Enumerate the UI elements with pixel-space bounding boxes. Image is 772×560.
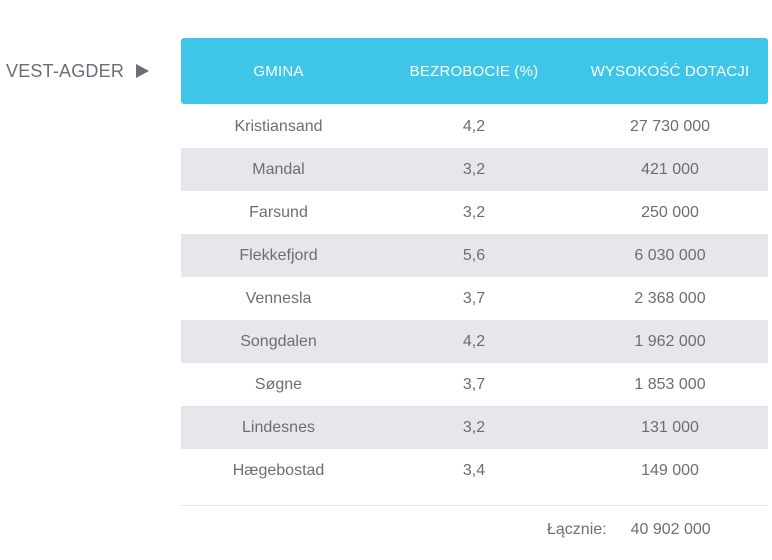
total-value: 40 902 000 (630, 521, 711, 538)
cell-gmina: Kristiansand (234, 117, 323, 135)
cell-gmina: Hægebostad (232, 461, 325, 479)
total-label: Łącznie: (547, 521, 607, 538)
cell-dotacja: 1 853 000 (634, 375, 706, 393)
cell-bezrobocie: 3,2 (462, 418, 486, 436)
cell-dotacja: 2 368 000 (634, 289, 706, 307)
cell-bezrobocie: 5,6 (462, 246, 486, 264)
table-row: Songdalen 4,2 1 962 000 (181, 320, 768, 363)
cell-dotacja: 27 730 000 (629, 117, 711, 135)
cell-bezrobocie: 3,4 (462, 461, 486, 479)
cell-bezrobocie: 3,2 (462, 203, 486, 221)
total-row: Łącznie: 40 902 000 (547, 521, 711, 539)
cell-bezrobocie: 3,7 (462, 375, 486, 393)
table-row: Lindesnes 3,2 131 000 (181, 406, 768, 449)
subsidy-table: GMINA BEZROBOCIE (%) WYSOKOŚĆ DOTACJI Kr… (181, 38, 768, 492)
table-row: Farsund 3,2 250 000 (181, 191, 768, 234)
cell-gmina: Lindesnes (242, 418, 315, 436)
cell-bezrobocie: 4,2 (462, 332, 486, 350)
arrow-right-icon (136, 64, 150, 78)
cell-gmina: Søgne (254, 375, 303, 393)
table-divider (181, 505, 768, 506)
cell-dotacja: 1 962 000 (634, 332, 706, 350)
cell-bezrobocie: 3,2 (462, 160, 486, 178)
table-row: Flekkefjord 5,6 6 030 000 (181, 234, 768, 277)
cell-dotacja: 131 000 (641, 418, 699, 436)
table-row: Hægebostad 3,4 149 000 (181, 449, 768, 492)
cell-dotacja: 149 000 (641, 461, 699, 479)
cell-gmina: Vennesla (245, 289, 312, 307)
cell-gmina: Songdalen (240, 332, 317, 350)
table-row: Mandal 3,2 421 000 (181, 148, 768, 191)
cell-dotacja: 6 030 000 (634, 246, 706, 264)
cell-gmina: Mandal (252, 160, 305, 178)
table-row: Vennesla 3,7 2 368 000 (181, 277, 768, 320)
cell-gmina: Farsund (249, 203, 308, 221)
column-header-gmina: GMINA (253, 62, 304, 80)
table-row: Søgne 3,7 1 853 000 (181, 363, 768, 406)
region-name: VEST-AGDER (6, 60, 125, 81)
region-selector[interactable]: VEST-AGDER (6, 59, 150, 83)
cell-dotacja: 421 000 (641, 160, 699, 178)
cell-dotacja: 250 000 (641, 203, 699, 221)
table-header: GMINA BEZROBOCIE (%) WYSOKOŚĆ DOTACJI (181, 38, 768, 104)
cell-bezrobocie: 4,2 (462, 117, 486, 135)
table-row: Kristiansand 4,2 27 730 000 (181, 105, 768, 148)
cell-bezrobocie: 3,7 (462, 289, 486, 307)
column-header-dotacja: WYSOKOŚĆ DOTACJI (590, 62, 750, 80)
cell-gmina: Flekkefjord (239, 246, 318, 264)
column-header-bezrobocie: BEZROBOCIE (%) (409, 62, 539, 80)
table-body: Kristiansand 4,2 27 730 000 Mandal 3,2 421 00… (181, 105, 768, 492)
